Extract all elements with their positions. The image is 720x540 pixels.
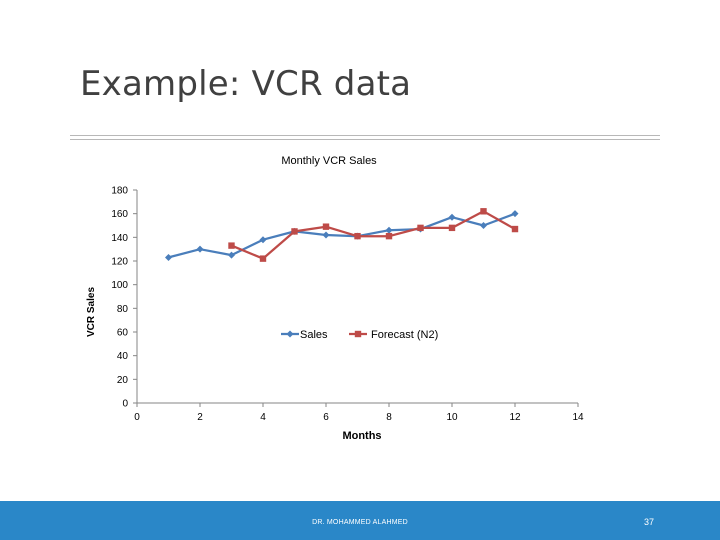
y-tick-label: 20 (117, 375, 129, 386)
data-point-sales (448, 213, 456, 221)
footer-author: DR. MOHAMMED ALAHMED (312, 519, 408, 526)
data-point-forecast-n2 (354, 232, 361, 240)
data-point-forecast-n2 (291, 228, 298, 235)
data-point-sales (196, 245, 204, 253)
series-line-forecast-n2 (231, 210, 516, 260)
data-point-forecast-n2 (511, 225, 519, 233)
series-line-sales (168, 212, 516, 259)
x-tick-label: 12 (509, 412, 521, 423)
x-axis-label: Months (342, 430, 381, 442)
data-point-sales (259, 236, 267, 244)
x-tick-label: 2 (197, 412, 203, 423)
x-tick-label: 8 (386, 412, 392, 423)
y-tick-label: 0 (122, 399, 128, 410)
data-point-forecast-n2 (480, 208, 487, 215)
legend: Sales Forecast (N2) (281, 329, 438, 341)
y-axis-label-group: VCR Sales (86, 287, 97, 337)
data-point-sales (228, 251, 235, 259)
x-tick-label: 4 (260, 412, 266, 423)
y-tick-label: 60 (117, 328, 129, 339)
chart-container: Monthly VCR Sales VCR Sales Months 0 20 40… (70, 142, 660, 452)
data-point-forecast-n2 (259, 255, 267, 262)
x-tick-label: 10 (446, 412, 458, 423)
data-point-forecast-n2 (228, 242, 235, 249)
legend-marker-forecast-n2 (354, 330, 362, 338)
footer-bar: DR. MOHAMMED ALAHMED 37 (0, 501, 720, 540)
y-tick-label: 180 (111, 186, 128, 197)
title-divider-top (70, 135, 660, 136)
y-tick-label: 160 (111, 209, 128, 220)
data-point-forecast-n2 (417, 224, 424, 232)
data-point-sales (322, 231, 330, 239)
chart-title: Monthly VCR Sales (281, 155, 377, 167)
y-tick-label: 140 (111, 233, 128, 244)
y-tick-label: 40 (117, 351, 129, 362)
title-divider-bottom (70, 139, 660, 140)
legend-label-forecast-n2: Forecast (N2) (371, 329, 438, 341)
x-tick-label: 14 (572, 412, 584, 423)
slide-title: Example: VCR data (80, 64, 412, 104)
data-point-sales (511, 210, 519, 218)
series-layer (165, 208, 519, 262)
x-tick-label: 0 (134, 412, 140, 423)
legend-marker-sales (286, 330, 294, 338)
x-tick-label: 6 (323, 412, 329, 423)
data-point-sales (480, 222, 487, 229)
line-chart: Monthly VCR Sales VCR Sales Months 02040… (86, 155, 584, 442)
y-tick-label: 100 (111, 280, 128, 291)
data-point-forecast-n2 (322, 223, 330, 230)
y-tick-label: 80 (117, 304, 129, 315)
legend-label-sales: Sales (300, 329, 328, 341)
data-point-sales (385, 226, 393, 234)
axes: 0 20 40 60 80 100 120 140 160 180 0 2 4 6 8 10 12 14 (111, 186, 584, 424)
data-point-forecast-n2 (448, 224, 456, 232)
page-number: 37 (644, 517, 655, 527)
data-point-forecast-n2 (385, 232, 393, 240)
data-point-sales (165, 253, 172, 261)
y-tick-label: 120 (111, 257, 128, 268)
y-axis-label: VCR Sales (86, 287, 97, 337)
